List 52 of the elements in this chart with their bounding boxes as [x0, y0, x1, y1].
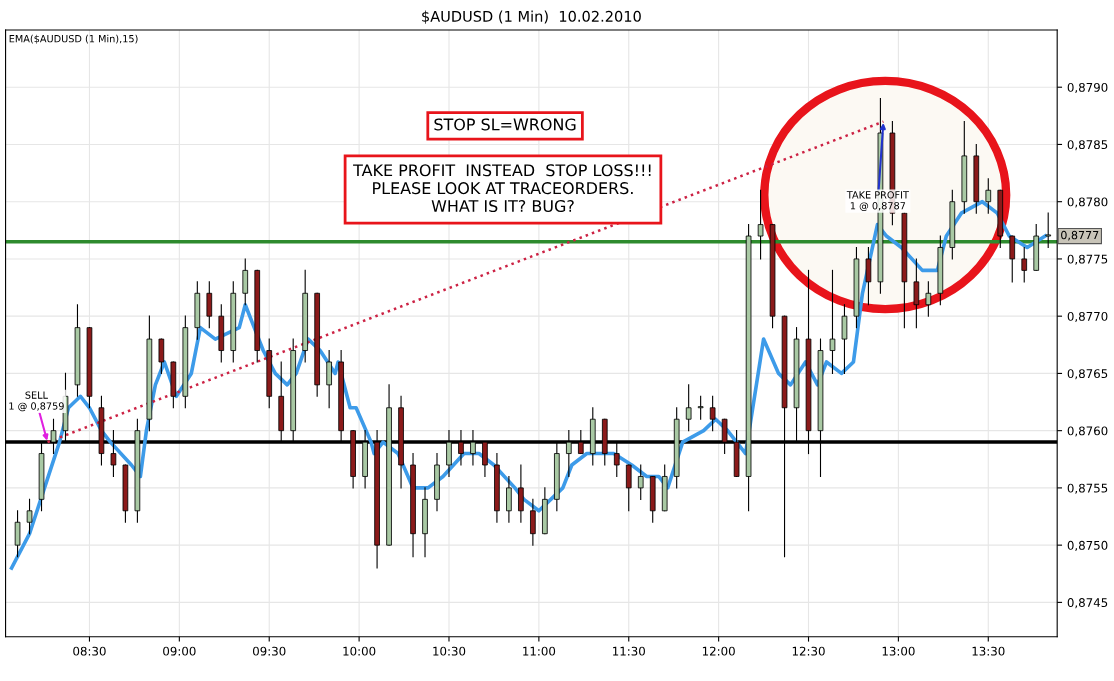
y-tick-label: 0,8745 — [1067, 598, 1108, 609]
y-tick-label: 0,8765 — [1067, 369, 1108, 380]
candlestick — [530, 498, 536, 546]
x-tick-label: 12:00 — [702, 646, 735, 656]
candlestick — [26, 498, 33, 535]
candlestick — [1021, 246, 1028, 283]
candlestick — [841, 304, 848, 374]
candlestick — [985, 178, 992, 214]
x-tick-label: 10:30 — [433, 646, 466, 656]
y-tick-label: 0,8750 — [1067, 540, 1108, 551]
x-tick-label: 10:00 — [343, 646, 376, 656]
candlestick — [697, 395, 704, 420]
y-tick-label: 0,8785 — [1067, 140, 1108, 151]
annotation: TAKE PROFIT INSTEAD STOP LOSS!!! PLEASE LOOK AT TRACEORDERS. WHAT IS IT? BUG? — [353, 164, 651, 213]
x-tick-label: 13:30 — [972, 646, 1005, 656]
candlestick — [829, 269, 836, 374]
y-tick-label: 0,8775 — [1067, 254, 1108, 265]
candlestick — [757, 189, 764, 260]
candlestick — [625, 464, 632, 512]
chart-title: $AUDUSD (1 Min) 10.02.2010 — [422, 10, 641, 24]
candlestick — [1009, 235, 1016, 283]
x-tick-label: 11:30 — [613, 646, 645, 656]
candlestick — [1045, 212, 1052, 249]
candlestick — [865, 246, 872, 306]
candlestick — [913, 258, 920, 329]
x-tick-label: 12:30 — [792, 646, 825, 656]
y-tick-label: 0,8780 — [1067, 197, 1108, 208]
x-tick-label: 13:00 — [882, 646, 915, 656]
y-tick-label: 0,8770 — [1067, 311, 1108, 323]
annotation: 0,8777 — [1061, 230, 1099, 241]
x-tick-label: 08:30 — [73, 646, 106, 656]
annotation: SELL 1 @ 0,8759 — [9, 391, 64, 412]
candlestick — [506, 475, 512, 523]
candlestick — [685, 384, 692, 432]
annotation: STOP SL=WRONG — [434, 118, 576, 131]
candlestick — [925, 281, 932, 317]
annotation: TAKE PROFIT 1 @ 0,8787 — [846, 191, 909, 211]
candlestick — [637, 464, 644, 500]
y-tick-label: 0,8790 — [1067, 82, 1108, 94]
y-tick-label: 0,8760 — [1067, 426, 1108, 437]
candlestick — [158, 338, 165, 374]
candlestick — [518, 464, 524, 523]
candlestick — [709, 395, 716, 432]
x-tick-label: 09:00 — [163, 646, 196, 656]
x-tick-label: 11:00 — [523, 646, 556, 656]
candlestick — [242, 258, 249, 306]
candlestick — [326, 349, 332, 409]
x-tick-label: 09:30 — [252, 646, 286, 656]
y-tick-label: 0,8755 — [1067, 483, 1108, 494]
annotation: EMA($AUDUSD (1 Min),15) — [9, 34, 138, 44]
candlestick — [14, 510, 21, 558]
candlestick — [206, 281, 213, 329]
